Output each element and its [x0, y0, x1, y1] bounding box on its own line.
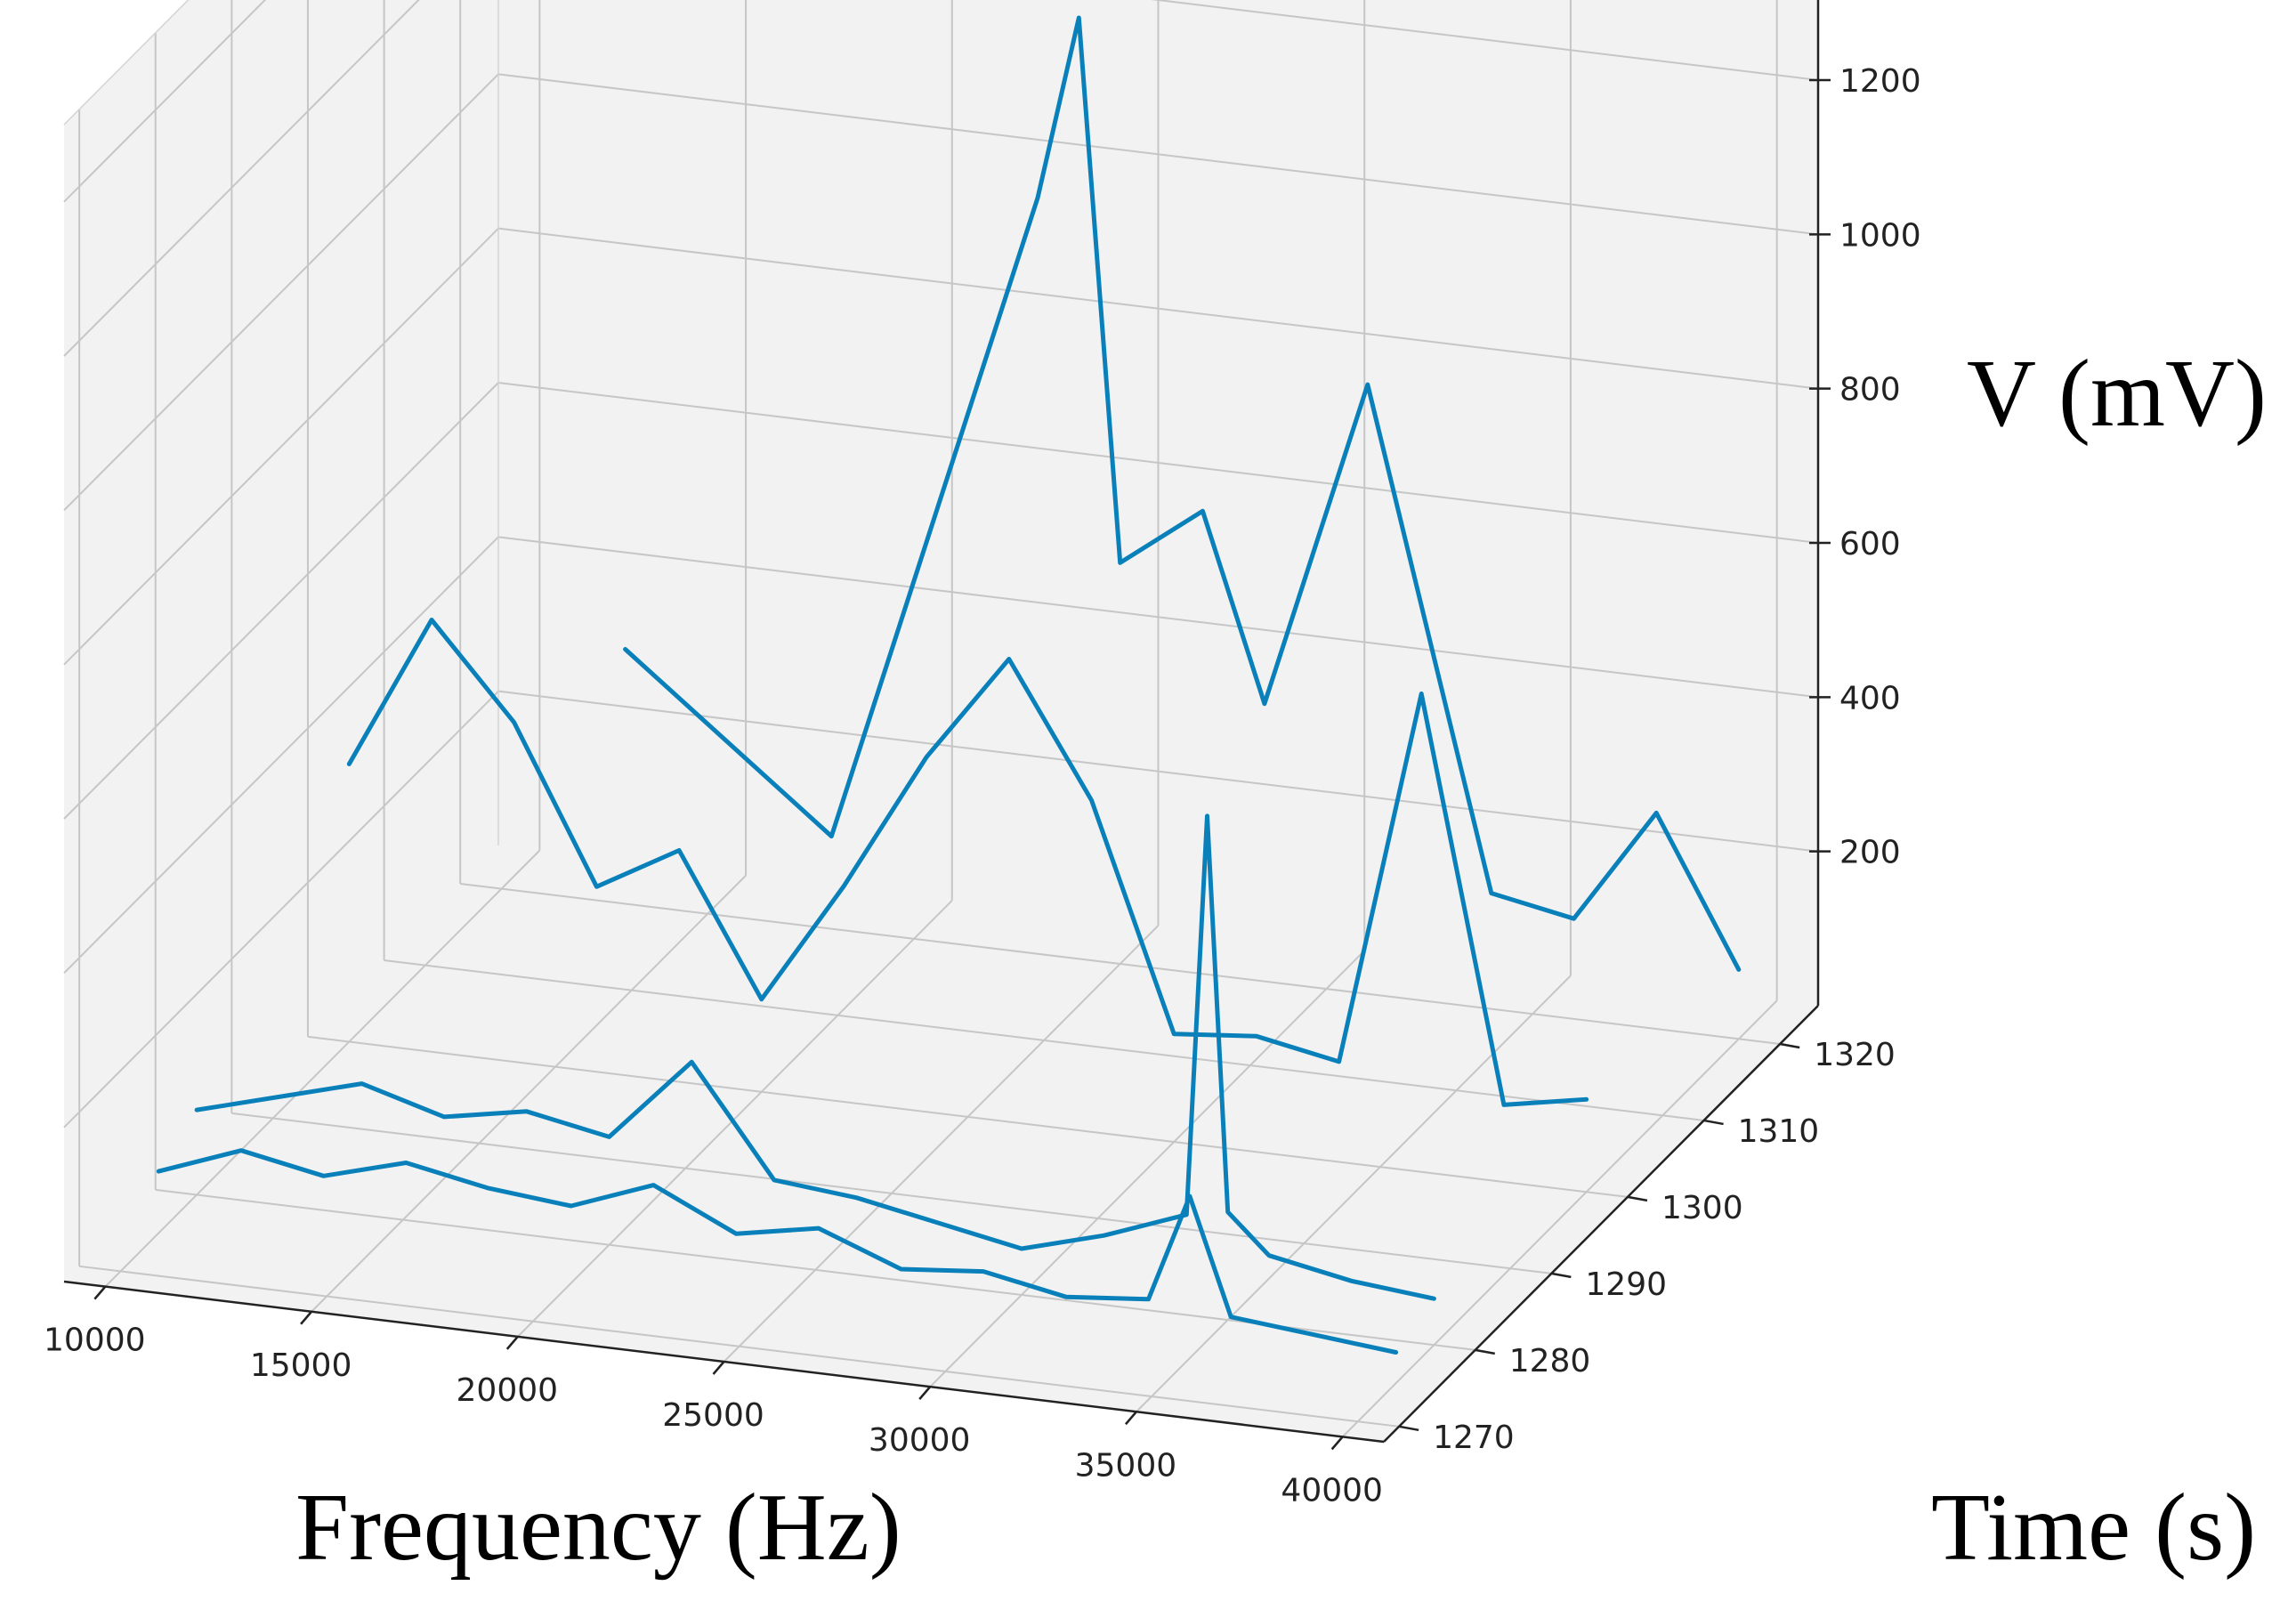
series-line — [623, 15, 1742, 972]
back-grid-z — [497, 382, 1819, 544]
floor-grid-y — [231, 1112, 1552, 1274]
y-tick-label: 1320 — [1814, 1037, 1896, 1073]
x-tick-mark — [1330, 1436, 1344, 1451]
y-tick-mark — [1627, 1195, 1648, 1202]
floor-grid-x — [723, 925, 1160, 1363]
y-tick-mark — [1398, 1425, 1419, 1432]
z-tick-label: 800 — [1839, 372, 1901, 409]
left-grid-z — [63, 690, 499, 1129]
x-tick-mark — [712, 1361, 725, 1375]
y-tick-mark — [1703, 1119, 1724, 1126]
floor-grid-y — [307, 1035, 1629, 1198]
y-tick-mark — [1475, 1348, 1495, 1355]
y-tick-label: 1300 — [1661, 1190, 1743, 1226]
x-tick-label: 35000 — [1075, 1447, 1177, 1484]
back-grid-z — [1151, 0, 1819, 81]
z-tick-label: 600 — [1839, 526, 1901, 562]
back-grid-z — [497, 690, 1819, 853]
floor-grid-x — [929, 950, 1365, 1387]
z-tick-label: 400 — [1839, 680, 1901, 716]
x-tick-mark — [300, 1310, 313, 1325]
series-line — [346, 618, 1589, 1107]
pane-edge — [63, 0, 190, 125]
floor-grid-y — [384, 959, 1704, 1121]
left-grid-z — [63, 536, 499, 975]
back-grid-z — [497, 73, 1819, 236]
x-tick-label: 40000 — [1281, 1472, 1383, 1509]
x-axis-title: Frequency (Hz) — [295, 1475, 901, 1581]
back-grid-z — [497, 536, 1819, 699]
x-tick-mark — [918, 1386, 932, 1400]
floor-grid-x — [1341, 999, 1778, 1438]
floor-grid-x — [311, 875, 747, 1313]
x-tick-label: 20000 — [457, 1372, 559, 1409]
x-tick-mark — [1124, 1411, 1137, 1426]
x-tick-label: 25000 — [662, 1397, 764, 1434]
y-tick-label: 1290 — [1585, 1266, 1667, 1303]
left-pane — [64, 0, 498, 1282]
z-tick-label: 1000 — [1839, 217, 1921, 254]
z-tick-label: 1200 — [1839, 63, 1921, 100]
z-axis-title: V (mV) — [1967, 341, 2267, 447]
left-grid-z — [63, 0, 420, 357]
x-tick-label: 10000 — [44, 1323, 146, 1359]
floor-grid-y — [460, 882, 1781, 1045]
floor-grid-x — [1136, 975, 1572, 1412]
series-line — [194, 813, 1436, 1301]
y-tick-label: 1280 — [1509, 1343, 1591, 1379]
left-grid-z — [63, 0, 267, 203]
floor-grid-y — [79, 1265, 1400, 1428]
left-grid-z — [63, 73, 499, 512]
x-tick-mark — [93, 1285, 107, 1300]
z-tick-label: 200 — [1839, 835, 1901, 871]
y-axis-title: Time (s) — [1931, 1475, 2256, 1581]
y-tick-mark — [1779, 1042, 1800, 1049]
x-tick-label: 15000 — [250, 1347, 352, 1384]
floor-grid-x — [104, 849, 541, 1288]
x-tick-mark — [505, 1336, 519, 1350]
left-grid-z — [63, 382, 499, 820]
y-tick-mark — [1551, 1272, 1572, 1279]
x-tick-label: 30000 — [869, 1422, 971, 1459]
y-tick-label: 1270 — [1433, 1420, 1515, 1456]
series-line — [156, 1148, 1399, 1355]
left-grid-z — [63, 227, 499, 666]
y-axis-line — [1383, 1005, 1819, 1443]
back-grid-z — [497, 227, 1819, 390]
floor-grid-x — [517, 900, 953, 1338]
y-tick-label: 1310 — [1738, 1113, 1820, 1150]
